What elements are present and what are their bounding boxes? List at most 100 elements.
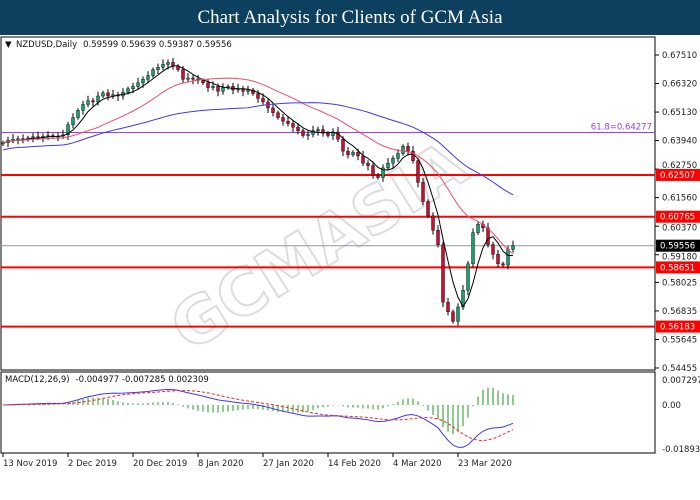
- macd-tick-label: -0.018937: [662, 445, 700, 455]
- candle-bearish: [106, 92, 110, 97]
- watermark-text: GCMASIA: [158, 128, 479, 367]
- candle-bearish: [341, 138, 345, 152]
- price-tick-label: 0.54455: [662, 364, 697, 374]
- candle-bearish: [366, 162, 370, 166]
- candle-bearish: [181, 69, 185, 80]
- ohlc-readout: 0.59599 0.59639 0.59387 0.59556: [83, 40, 232, 50]
- candle-bullish: [156, 67, 160, 70]
- candle-bearish: [406, 146, 410, 152]
- candle-bearish: [501, 263, 505, 266]
- price-tick-label: 0.58025: [662, 278, 697, 288]
- date-tick-label: 20 Dec 2019: [133, 459, 187, 469]
- candle-bearish: [356, 152, 360, 157]
- candle-bearish: [346, 150, 350, 155]
- candle-bearish: [256, 93, 260, 99]
- candle-bullish: [151, 69, 155, 76]
- price-tick-label: 0.63940: [662, 137, 697, 147]
- price-tick-label: 0.65130: [662, 108, 697, 118]
- candle-bullish: [96, 95, 100, 103]
- candle-bullish: [306, 134, 310, 136]
- level-price-label: 0.62507: [660, 171, 695, 181]
- candle-bearish: [436, 230, 440, 245]
- candle-bearish: [281, 117, 285, 122]
- candle-bearish: [286, 120, 290, 124]
- candle-bearish: [251, 89, 255, 94]
- ma-fast-line: [2, 65, 514, 308]
- candle-bearish: [216, 86, 220, 92]
- candle-bullish: [126, 88, 130, 93]
- candle-bullish: [351, 152, 355, 155]
- macd-readout: -0.004977 -0.007285 0.002309: [76, 375, 209, 385]
- candle-bullish: [16, 138, 20, 140]
- candle-bullish: [466, 263, 470, 291]
- candle-bearish: [496, 254, 500, 265]
- candle-bearish: [416, 160, 420, 183]
- price-tick-label: 0.62750: [662, 161, 697, 171]
- price-tick-label: 0.66320: [662, 80, 697, 90]
- candle-bearish: [276, 112, 280, 118]
- candle-bearish: [261, 98, 265, 103]
- candle-bearish: [371, 165, 375, 176]
- date-tick-label: 14 Feb 2020: [328, 459, 381, 469]
- price-panel-border: [0, 36, 656, 371]
- candle-bullish: [246, 89, 250, 92]
- macd-label: MACD(12,26,9): [5, 375, 70, 385]
- candle-bullish: [391, 158, 395, 164]
- level-price-label: 0.60765: [660, 213, 695, 223]
- ma-slow-line: [2, 102, 514, 196]
- candle-bearish: [446, 301, 450, 312]
- price-tick-label: 0.60370: [662, 224, 697, 234]
- date-tick-label: 4 Mar 2020: [393, 459, 441, 469]
- current-price-tag: [656, 239, 700, 252]
- level-price-tag: [656, 261, 700, 274]
- candle-bullish: [76, 110, 80, 118]
- macd-signal-line: [2, 390, 514, 442]
- candle-bullish: [381, 167, 385, 178]
- candle-bullish: [81, 104, 85, 111]
- candle-bullish: [166, 62, 170, 65]
- candle-bullish: [386, 162, 390, 169]
- candle-bearish: [426, 201, 430, 217]
- price-tick-label: 0.56835: [662, 307, 697, 317]
- candle-bullish: [456, 306, 460, 322]
- candle-bullish: [311, 130, 315, 135]
- candle-bullish: [221, 87, 225, 92]
- macd-tick-label: 0.007297: [662, 376, 700, 386]
- macd-line: [2, 388, 514, 448]
- macd-tick-label: 0.00: [662, 401, 681, 411]
- date-tick-label: 23 Mar 2020: [458, 459, 512, 469]
- candle-bearish: [206, 82, 210, 88]
- candle-bearish: [301, 130, 305, 136]
- date-tick-label: 27 Jan 2020: [263, 459, 314, 469]
- candle-bearish: [421, 182, 425, 202]
- date-tick-label: 8 Jan 2020: [198, 459, 244, 469]
- candle-bullish: [211, 86, 215, 88]
- candle-bullish: [506, 249, 510, 266]
- candle-bearish: [361, 155, 365, 164]
- candle-bullish: [66, 124, 70, 136]
- level-price-tag: [656, 320, 700, 333]
- watermark: GCMASIA: [157, 127, 480, 368]
- candle-bearish: [326, 132, 330, 136]
- price-tick-label: 0.55645: [662, 335, 697, 345]
- candle-bearish: [451, 311, 455, 322]
- collapse-arrow-icon[interactable]: ▼: [5, 40, 12, 50]
- candle-bullish: [316, 129, 320, 131]
- level-price-tag: [656, 210, 700, 223]
- level-price-label: 0.58651: [660, 263, 695, 273]
- candle-bullish: [86, 100, 90, 105]
- date-tick-label: 2 Dec 2019: [68, 459, 117, 469]
- page-title: Chart Analysis for Clients of GCM Asia: [0, 0, 700, 35]
- candle-bullish: [511, 245, 515, 250]
- price-tick-label: 0.67510: [662, 51, 697, 61]
- candle-bullish: [161, 64, 165, 68]
- candle-bearish: [491, 244, 495, 255]
- fib-level-label: 61.8=0.64277: [591, 123, 652, 133]
- current-price-label: 0.59556: [660, 242, 695, 252]
- price-tick-label: 0.61560: [662, 194, 697, 204]
- candle-bullish: [396, 153, 400, 159]
- candle-bullish: [476, 224, 480, 233]
- candle-bearish: [271, 107, 275, 113]
- candle-bullish: [186, 77, 190, 80]
